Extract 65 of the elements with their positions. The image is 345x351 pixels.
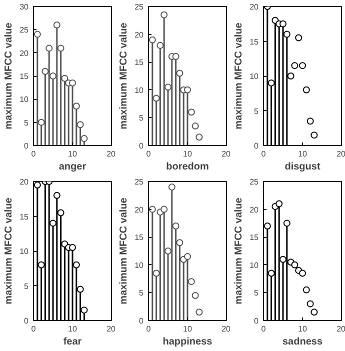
y-axis-title: maximum MFCC value (234, 22, 245, 130)
y-tick-label: 30 (20, 2, 30, 12)
x-tick-label: 0 (261, 150, 266, 158)
y-tick-label: 20 (20, 48, 30, 58)
y-tick-label: 5 (254, 106, 260, 116)
y-tick-label: 25 (134, 2, 144, 12)
x-tick-label: 10 (68, 324, 78, 334)
y-tick-label: 0 (24, 142, 30, 150)
x-tick-label: 10 (68, 150, 78, 158)
x-tick-label: 0 (31, 150, 36, 158)
y-axis-title: maximum MFCC value (118, 22, 130, 130)
y-tick-label: 15 (250, 233, 260, 242)
y-tick-label: 25 (250, 178, 260, 186)
x-tick-label: 10 (183, 150, 192, 158)
x-tick-label: 10 (298, 324, 308, 334)
y-tick-label: 10 (20, 95, 30, 104)
y-tick-label: 10 (20, 247, 30, 256)
x-axis-title: sadness (282, 336, 323, 348)
y-tick-label: 20 (250, 2, 260, 12)
x-tick-label: 0 (31, 324, 36, 334)
x-tick-label: 20 (106, 150, 116, 158)
y-tick-label: 0 (254, 142, 260, 150)
x-axis-title: happiness (162, 336, 213, 348)
y-tick-label: 5 (24, 118, 30, 128)
y-tick-label: 15 (20, 212, 30, 222)
x-tick-label: 10 (298, 150, 308, 158)
y-axis-title: maximum MFCC value (234, 197, 245, 304)
y-tick-label: 20 (20, 178, 30, 186)
x-tick-label: 10 (183, 324, 192, 334)
x-axis-title: fear (63, 336, 82, 348)
y-tick-label: 20 (250, 205, 260, 214)
x-tick-label: 0 (261, 324, 266, 334)
y-tick-label: 10 (250, 72, 260, 81)
y-tick-label: 20 (134, 205, 144, 214)
y-tick-label: 5 (139, 114, 144, 123)
y-tick-label: 5 (254, 288, 260, 298)
y-tick-label: 10 (250, 260, 260, 270)
x-tick-label: 0 (146, 150, 152, 158)
y-tick-label: 15 (134, 233, 144, 242)
x-tick-label: 20 (336, 324, 345, 334)
y-tick-label: 15 (20, 72, 30, 81)
x-axis-title: boredom (166, 162, 209, 172)
y-tick-label: 10 (134, 86, 144, 95)
x-tick-label: 20 (222, 150, 232, 158)
y-tick-label: 20 (134, 30, 144, 40)
x-tick-label: 20 (336, 150, 345, 158)
y-tick-label: 25 (20, 26, 30, 35)
y-tick-label: 0 (24, 316, 30, 326)
y-tick-label: 15 (250, 37, 260, 46)
y-tick-label: 0 (254, 316, 260, 326)
y-tick-label: 0 (139, 316, 144, 326)
x-tick-label: 20 (106, 324, 116, 334)
y-tick-label: 5 (139, 288, 144, 298)
y-tick-label: 5 (24, 282, 30, 291)
y-tick-label: 0 (139, 142, 144, 150)
y-axis-title: maximum MFCC value (118, 197, 130, 304)
x-tick-label: 0 (146, 324, 152, 334)
x-tick-label: 20 (222, 324, 232, 334)
y-tick-label: 25 (134, 178, 144, 186)
x-axis-title: disgust (284, 162, 321, 172)
y-tick-label: 10 (134, 260, 144, 270)
y-axis-title: maximum MFCC value (4, 22, 15, 130)
y-tick-label: 15 (134, 58, 144, 68)
x-axis-title: anger (58, 162, 86, 172)
y-axis-title: maximum MFCC value (4, 197, 15, 304)
